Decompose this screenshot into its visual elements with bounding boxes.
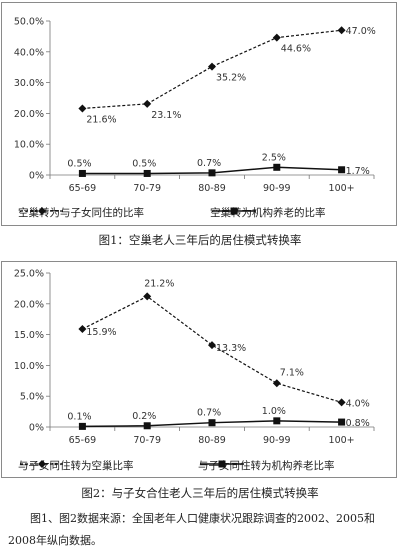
data-point-diamond (78, 325, 87, 334)
data-point-diamond (208, 62, 216, 71)
chart-2-legend-label-2: 与子女同住转为机构养老比率 (198, 460, 335, 472)
dashed-diamond-line-icon (20, 207, 64, 215)
data-label: 1.7% (346, 166, 370, 177)
x-tick-label: 65-69 (69, 183, 97, 194)
data-label: 0.2% (132, 411, 156, 422)
data-label: 4.0% (346, 398, 370, 409)
x-tick-label: 100+ (329, 183, 355, 194)
data-label: 13.3% (216, 343, 246, 354)
data-point-square (78, 169, 86, 177)
data-label: 0.5% (132, 158, 156, 169)
series-line-1 (82, 29, 342, 110)
y-tick-label: 20.0% (14, 109, 44, 120)
chart-2-caption: 图2：与子女合住老人三年后的居住模式转换率 (81, 486, 319, 500)
data-label: 35.2% (216, 73, 246, 84)
data-point-diamond (143, 99, 152, 108)
data-label: 0.7% (197, 408, 221, 419)
chart-1-legend-label-1: 空巢转为与子女同住的比率 (18, 207, 144, 219)
x-tick-label: 100+ (329, 435, 355, 446)
data-point-diamond (143, 292, 152, 301)
data-point-square (273, 163, 281, 171)
data-point-diamond (337, 26, 346, 35)
data-point-square (208, 169, 216, 177)
y-tick-label: 20.0% (14, 299, 44, 310)
y-tick-label: 10.0% (14, 361, 44, 372)
data-label: 2.5% (262, 152, 286, 163)
source-note: 图1、图2数据来源：全国老年人口健康状况跟踪调查的2002、2005和2008年… (8, 512, 375, 547)
series-line-1 (82, 295, 342, 403)
data-point-diamond (78, 104, 87, 113)
x-tick-label: 80-89 (198, 183, 226, 194)
x-tick-label: 80-89 (198, 435, 226, 446)
data-label: 0.7% (197, 158, 221, 169)
x-tick-label: 70-79 (133, 435, 161, 446)
x-tick-label: 65-69 (69, 435, 97, 446)
data-point-diamond (272, 379, 281, 388)
data-label: 0.1% (67, 411, 91, 422)
chart-2-legend-label-1: 与子女同住转为空巢比率 (18, 460, 134, 472)
data-point-square (78, 422, 86, 430)
y-tick-label: 0% (29, 171, 44, 182)
data-label: 21.6% (86, 114, 116, 125)
y-tick-label: 5.0% (20, 392, 44, 403)
y-tick-label: 15.0% (14, 330, 44, 341)
y-tick-label: 10.0% (14, 140, 44, 151)
chart-panel-2: 0% 5.0% 10.0% 15.0% 20.0% 25.0% 65-69 70-79 80-8… (1, 261, 397, 478)
data-label: 7.1% (280, 367, 304, 378)
y-tick-label: 0% (29, 423, 44, 434)
x-tick-label: 90-99 (263, 183, 291, 194)
chart-1-legend-item-2: 空巢转为机构养老的比率 (210, 205, 326, 220)
x-tick-label: 90-99 (263, 435, 291, 446)
chart-2-legend-item-2: 与子女同住转为机构养老比率 (198, 458, 335, 473)
dashed-diamond-line-icon (20, 460, 64, 468)
data-label: 1.0% (262, 406, 286, 417)
x-tick-label: 70-79 (133, 183, 161, 194)
chart-1-legend: 空巢转为与子女同住的比率 空巢转为机构养老的比率 (2, 205, 396, 225)
solid-square-line-icon (200, 460, 244, 468)
chart-panel-1: 0% 10.0% 20.0% 30.0% 40.0% 50.0% 65-69 70-79 80-… (1, 2, 397, 226)
data-label: 0.5% (67, 158, 91, 169)
data-label: 44.6% (281, 44, 311, 55)
data-label: 15.9% (86, 327, 116, 338)
chart-2-legend-item-1: 与子女同住转为空巢比率 (18, 458, 134, 473)
solid-square-line-icon (212, 207, 256, 215)
data-point-diamond (337, 398, 346, 407)
chart-1-legend-item-1: 空巢转为与子女同住的比率 (18, 205, 144, 220)
data-point-square (273, 417, 281, 425)
data-point-square (143, 422, 151, 430)
data-point-square (338, 166, 346, 174)
y-tick-label: 30.0% (14, 78, 44, 89)
y-tick-label: 25.0% (14, 269, 44, 280)
y-tick-label: 40.0% (14, 47, 44, 58)
data-point-diamond (208, 341, 216, 350)
data-point-diamond (272, 33, 281, 42)
data-label: 23.1% (151, 110, 181, 121)
chart-1-plot: 0% 10.0% 20.0% 30.0% 40.0% 50.0% 65-69 70-79 80-… (14, 17, 376, 195)
chart-2-legend: 与子女同住转为空巢比率 与子女同住转为机构养老比率 (2, 458, 396, 478)
data-label: 0.8% (346, 418, 370, 429)
data-point-square (143, 169, 151, 177)
y-tick-label: 50.0% (14, 17, 44, 28)
data-point-square (338, 418, 346, 426)
data-label: 21.2% (144, 278, 174, 289)
chart-2-plot: 0% 5.0% 10.0% 15.0% 20.0% 25.0% 65-69 70-79 80-8… (14, 269, 375, 446)
data-label: 47.0% (346, 26, 376, 37)
chart-1-legend-label-2: 空巢转为机构养老的比率 (210, 207, 326, 219)
data-point-square (208, 419, 216, 427)
chart-1-caption: 图1：空巢老人三年后的居住模式转换率 (98, 233, 302, 247)
